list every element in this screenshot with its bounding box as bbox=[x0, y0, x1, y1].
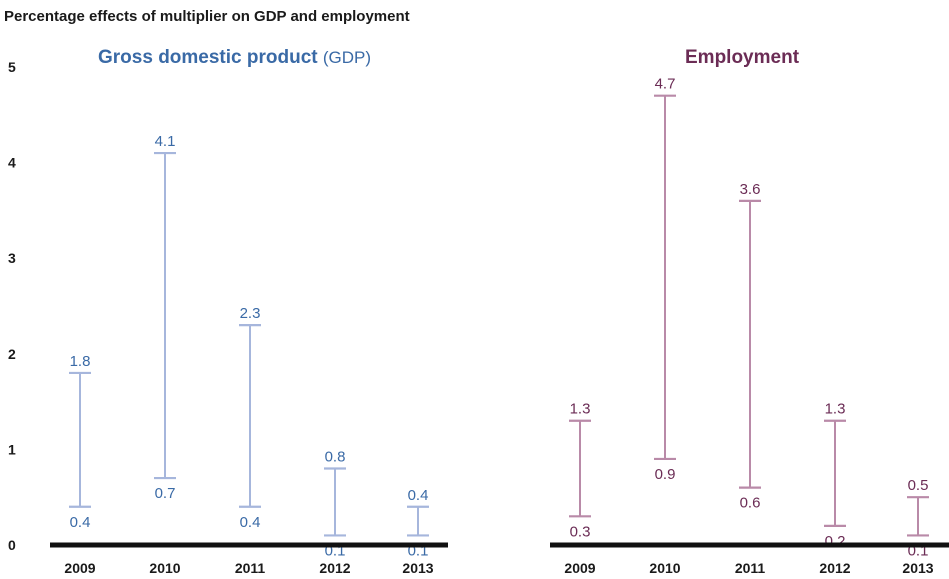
gdp-low-label: 0.4 bbox=[240, 514, 261, 531]
gdp-panel-title: Gross domestic product (GDP) bbox=[98, 47, 371, 69]
employment-low-label: 0.9 bbox=[655, 466, 676, 483]
y-tick-label: 0 bbox=[8, 537, 16, 553]
gdp-panel-title-suffix: (GDP) bbox=[322, 48, 372, 67]
employment-high-label: 1.3 bbox=[570, 401, 591, 418]
gdp-x-tick-label: 2010 bbox=[149, 560, 180, 576]
gdp-low-label: 0.4 bbox=[70, 514, 91, 531]
gdp-x-tick-label: 2012 bbox=[319, 560, 350, 576]
gdp-high-label: 1.8 bbox=[70, 353, 91, 370]
y-tick-label: 2 bbox=[8, 346, 16, 362]
y-tick-label: 1 bbox=[8, 441, 16, 457]
gdp-high-label: 2.3 bbox=[240, 305, 261, 322]
employment-high-label: 0.5 bbox=[908, 477, 929, 494]
employment-x-tick-label: 2012 bbox=[819, 560, 850, 576]
employment-x-tick-label: 2010 bbox=[649, 560, 680, 576]
gdp-x-tick-label: 2009 bbox=[64, 560, 95, 576]
employment-high-label: 1.3 bbox=[825, 401, 846, 418]
employment-high-label: 3.6 bbox=[740, 181, 761, 198]
gdp-high-label: 0.4 bbox=[408, 487, 429, 504]
gdp-x-tick-label: 2013 bbox=[402, 560, 433, 576]
chart-title: Percentage effects of multiplier on GDP … bbox=[4, 8, 410, 25]
y-tick-label: 5 bbox=[8, 59, 16, 75]
employment-x-tick-label: 2013 bbox=[902, 560, 933, 576]
y-tick-label: 4 bbox=[8, 155, 16, 171]
gdp-high-label: 4.1 bbox=[155, 133, 176, 150]
employment-low-label: 0.6 bbox=[740, 495, 761, 512]
employment-x-tick-label: 2011 bbox=[735, 560, 766, 576]
y-tick-label: 3 bbox=[8, 250, 16, 266]
employment-high-label: 4.7 bbox=[655, 76, 676, 93]
employment-low-label: 0.3 bbox=[570, 523, 591, 540]
employment-panel-title: Employment bbox=[685, 47, 800, 68]
employment-x-tick-label: 2009 bbox=[564, 560, 595, 576]
gdp-high-label: 0.8 bbox=[325, 449, 346, 466]
gdp-low-label: 0.7 bbox=[155, 485, 176, 502]
gdp-panel-title-main: Gross domestic product bbox=[98, 47, 318, 68]
gdp-x-tick-label: 2011 bbox=[235, 560, 266, 576]
